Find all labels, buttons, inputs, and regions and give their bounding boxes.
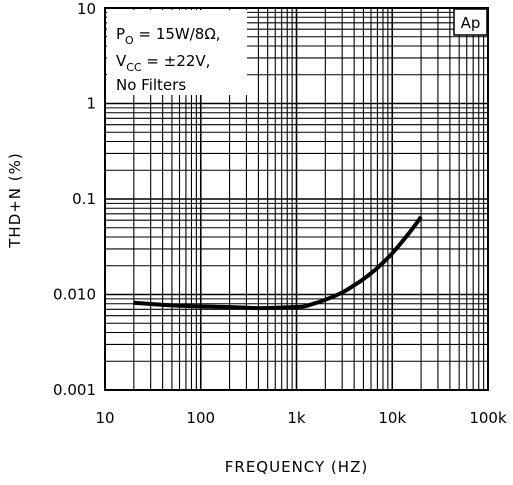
y-tick-labels: 10 1 0.1 0.010 0.001 — [53, 0, 96, 399]
y-tick-label: 1 — [86, 95, 96, 113]
annotation-line: VCC = ±22V, — [116, 52, 210, 74]
x-tick-label: 10 — [95, 409, 114, 427]
y-tick-label: 10 — [77, 0, 96, 18]
thd-curve — [133, 215, 423, 311]
y-tick-label: 0.001 — [53, 381, 96, 399]
series-layer — [133, 215, 423, 311]
annotation-background — [107, 10, 247, 95]
badge-label: Ap — [461, 14, 481, 32]
x-tick-labels: 10 100 1k 10k 100k — [95, 409, 507, 427]
x-axis-label: FREQUENCY (HZ) — [225, 458, 368, 476]
annotation-line: No Filters — [116, 76, 186, 94]
ap-badge: Ap — [453, 8, 488, 36]
y-tick-label: 0.010 — [53, 286, 96, 304]
annotation-box: PO = 15W/8Ω, VCC = ±22V, No Filters — [107, 10, 247, 95]
badge-box — [453, 8, 488, 36]
plot-frame — [104, 7, 489, 391]
x-tick-label: 10k — [378, 409, 406, 427]
x-tick-label: 100 — [186, 409, 215, 427]
x-tick-label: 100k — [469, 409, 507, 427]
y-tick-label: 0.1 — [72, 190, 96, 208]
y-axis-label: THD+N (%) — [6, 152, 24, 249]
annotation-line: PO = 15W/8Ω, — [116, 25, 221, 47]
x-tick-label: 1k — [287, 409, 306, 427]
